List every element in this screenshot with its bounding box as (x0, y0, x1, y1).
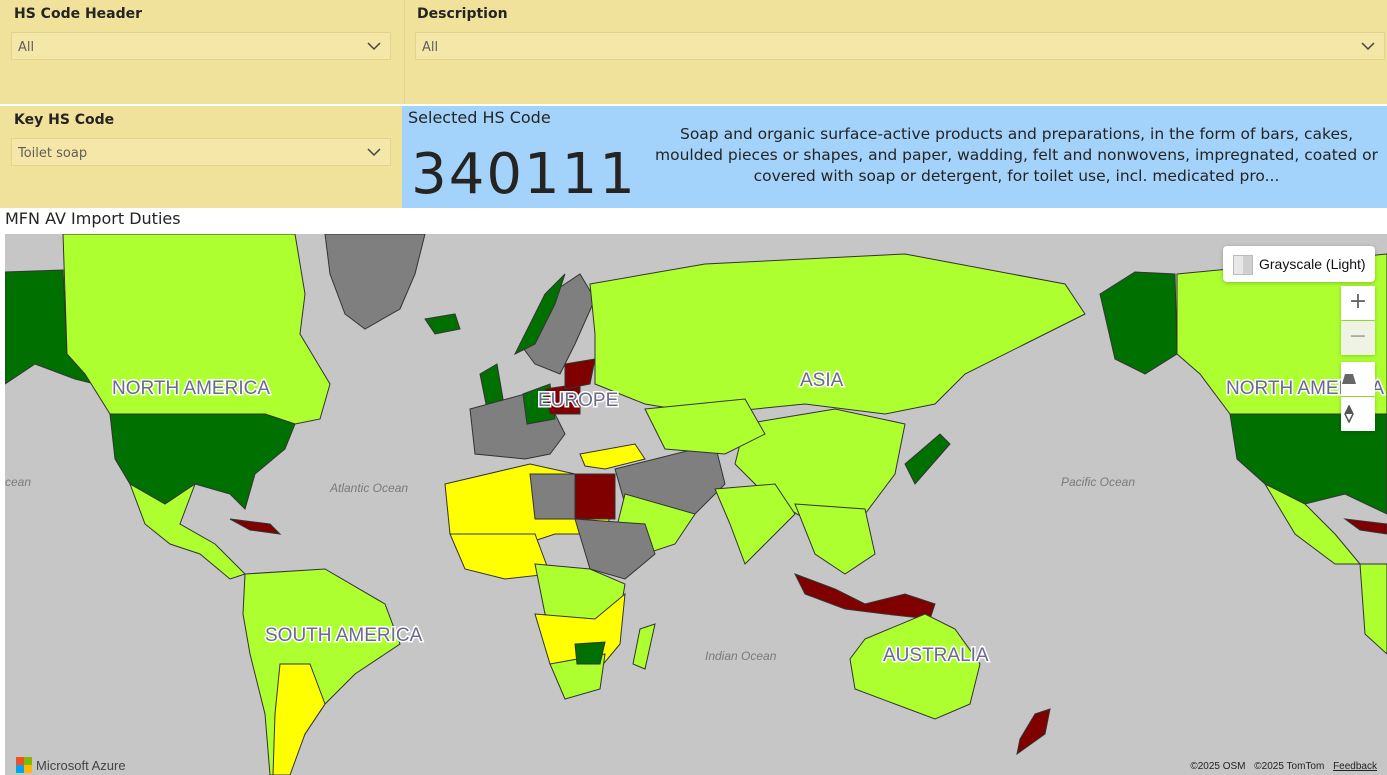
map-attribution: ©2025 OSM ©2025 TomTom Feedback (1184, 761, 1377, 772)
zimbabwe-region (574, 641, 606, 665)
argentina-region (272, 663, 326, 775)
india-region (714, 483, 796, 565)
attribution-tomtom: ©2025 TomTom (1254, 761, 1325, 772)
description-label: Description (417, 6, 508, 22)
madagascar-region (632, 623, 656, 670)
compass-icon (1344, 405, 1354, 423)
microsoft-azure-logo: Microsoft Azure (16, 757, 126, 773)
selected-hs-code-description-card: Soap and organic surface-active products… (646, 106, 1387, 208)
attribution-osm: ©2025 OSM (1190, 761, 1246, 772)
iceland-region (424, 313, 461, 335)
description-value: All (422, 40, 439, 55)
russia-region (589, 253, 1086, 415)
south-america-region-repeat (1359, 563, 1387, 655)
label-south-america: SOUTH AMERICA (265, 625, 423, 646)
description-dropdown[interactable]: All (415, 32, 1385, 60)
label-pacific-ocean: Pacific Ocean (1061, 475, 1135, 489)
key-hs-code-dropdown[interactable]: Toilet soap (11, 138, 391, 166)
greenland-region (324, 234, 426, 330)
uk-region (479, 363, 504, 410)
description-slicer: Description All (404, 0, 1387, 104)
feedback-link[interactable]: Feedback (1333, 761, 1377, 772)
chevron-down-icon (367, 148, 381, 157)
hs-code-header-label: HS Code Header (14, 6, 143, 22)
caribbean-region-repeat (1343, 518, 1387, 535)
map-style-button[interactable]: Grayscale (Light) (1223, 246, 1375, 282)
hs-code-header-value: All (18, 40, 35, 55)
key-hs-code-slicer: Key HS Code Toilet soap (0, 106, 402, 208)
label-ocean-edge: cean (5, 475, 31, 489)
australia-region (849, 613, 981, 720)
world-map[interactable]: NORTH AMERICA NORTH AMERICA SOUTH AMERIC… (5, 234, 1387, 775)
map-style-icon (1233, 255, 1253, 275)
usa-region (109, 413, 296, 510)
egypt-region (574, 473, 616, 520)
azure-brand-text: Microsoft Azure (36, 758, 126, 773)
mexico-region (129, 482, 246, 580)
japan-region (904, 433, 951, 485)
key-hs-code-label: Key HS Code (14, 112, 115, 128)
selected-hs-code-description: Soap and organic surface-active products… (655, 125, 1378, 185)
south-america-region (242, 568, 401, 775)
microsoft-logo-icon (16, 757, 32, 773)
norway-region (513, 273, 566, 356)
label-indian-ocean: Indian Ocean (705, 649, 777, 663)
turkey-region (579, 443, 646, 470)
chevron-down-icon (367, 42, 381, 51)
southeast-asia-region (794, 503, 876, 575)
map-canvas[interactable]: NORTH AMERICA NORTH AMERICA SOUTH AMERIC… (5, 234, 1387, 775)
label-europe: EUROPE (538, 390, 618, 411)
selected-hs-code-title: Selected HS Code (408, 108, 551, 127)
pitch-button[interactable] (1341, 362, 1375, 396)
label-asia: ASIA (800, 370, 844, 391)
selected-hs-code-value: 340111 (411, 142, 637, 207)
alaska-region-repeat (1099, 271, 1178, 375)
label-atlantic-ocean: Atlantic Ocean (329, 481, 408, 495)
horn-africa-region (574, 518, 656, 580)
new-zealand-region (1016, 708, 1051, 756)
west-africa-region (449, 533, 551, 580)
label-north-america: NORTH AMERICA (112, 378, 270, 399)
caribbean-region (229, 518, 282, 535)
hs-code-header-slicer: HS Code Header All (0, 0, 404, 104)
pitch-icon (1342, 374, 1356, 384)
hs-code-header-dropdown[interactable]: All (11, 32, 391, 60)
alaska-region (5, 269, 97, 385)
map-title: MFN AV Import Duties (5, 209, 181, 228)
usa-region-repeat (1229, 413, 1387, 515)
indonesia-region (793, 573, 936, 620)
baltic-region (564, 358, 596, 390)
central-asia-region (644, 398, 766, 455)
key-hs-code-value: Toilet soap (18, 146, 88, 161)
map-style-label: Grayscale (Light) (1259, 256, 1366, 272)
zoom-in-button[interactable]: + (1341, 286, 1375, 320)
zoom-out-button[interactable]: − (1341, 321, 1375, 355)
compass-button[interactable] (1341, 397, 1375, 431)
label-australia: AUSTRALIA (883, 645, 989, 666)
selected-hs-code-card: Selected HS Code 340111 (402, 106, 646, 208)
chevron-down-icon (1361, 42, 1375, 51)
libya-region (529, 473, 576, 520)
canada-region (62, 234, 331, 425)
